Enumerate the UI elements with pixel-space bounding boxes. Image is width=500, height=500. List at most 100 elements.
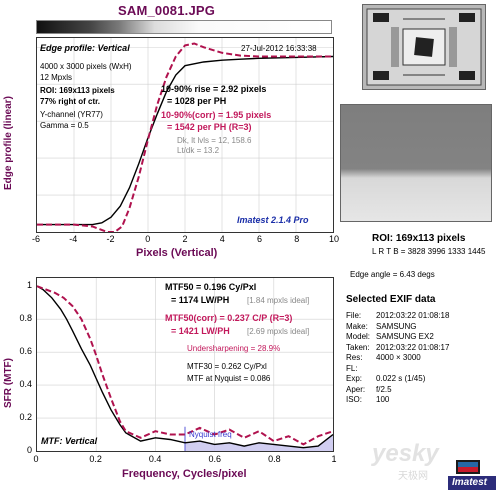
roi-edge-image xyxy=(340,104,492,222)
series-corrected-line xyxy=(36,285,334,446)
exif-row: Taken: 2012:03:22 01:08:17 xyxy=(346,343,449,352)
x-tick-label: 2 xyxy=(182,234,188,244)
x-tick-label: -4 xyxy=(69,234,78,244)
roi-label: ROI: 169x113 pixels xyxy=(372,233,466,244)
exif-key: Res: xyxy=(346,353,363,362)
edge-header: Edge profile: Vertical xyxy=(40,43,130,53)
exif-key: Aper: xyxy=(346,384,366,394)
undersharpening: Undersharpening = 28.9% xyxy=(187,344,281,353)
exif-row: Exp: 0.022 s (1/45) xyxy=(346,374,425,383)
exif-value: 2012:03:22 01:08:18 xyxy=(376,311,450,320)
y-tick-label: 0.2 xyxy=(19,412,32,423)
exif-value: 2012:03:22 01:08:17 xyxy=(376,342,450,352)
mtf-xticks: 0 0.2 0.4 0.6 0.8 1 xyxy=(30,454,340,466)
test-chart-graphic xyxy=(366,8,482,86)
imatest-logo-graphic xyxy=(448,460,496,490)
mtf50-lw: = 1174 LW/PH xyxy=(171,295,230,305)
x-tick-label: 0.8 xyxy=(268,454,281,464)
edge-channel: Y-channel (YR77) xyxy=(40,110,103,119)
mtf-nyquist: MTF at Nyquist = 0.086 xyxy=(187,374,271,383)
x-tick-label: 0.4 xyxy=(148,454,162,464)
edge-mpxls: 12 Mpxls xyxy=(40,73,73,82)
yesky-watermark: yesky xyxy=(372,440,439,467)
nyquist-label: Nyquist freq xyxy=(189,430,232,439)
edge-gradient-bar xyxy=(36,20,332,34)
mtf50-ideal: [1.84 mpxls ideal] xyxy=(247,296,310,305)
exif-row: File: 2012:03:22 01:08:18 xyxy=(346,311,449,320)
edge-corr-ph: = 1542 per PH (R=3) xyxy=(167,122,252,132)
roi-lrtb: L R T B = 3828 3996 1333 1445 xyxy=(372,247,486,256)
x-tick-label: 0.6 xyxy=(208,454,222,464)
edge-xlabel: Pixels (Vertical) xyxy=(136,247,218,259)
y-tick-label: 0.4 xyxy=(19,379,32,390)
exif-row: Res: 4000 × 3000 xyxy=(346,353,421,362)
y-tick-label: 1 xyxy=(26,280,32,291)
mtf-chart: MTF50 = 0.196 Cy/Pxl = 1174 LW/PH [1.84 … xyxy=(36,277,334,452)
x-tick-label: 0.2 xyxy=(89,454,102,464)
x-tick-label: 4 xyxy=(219,234,225,244)
exif-value: 100 xyxy=(376,395,390,404)
exif-key: File: xyxy=(346,311,362,320)
exif-value: 0.022 s (1/45) xyxy=(376,374,426,383)
edge-profile-chart: Edge profile: Vertical 27-Jul-2012 16:33… xyxy=(36,37,334,233)
exif-key: ISO: xyxy=(346,395,363,404)
exif-value: 4000 × 3000 xyxy=(376,353,421,362)
exif-value: SAMSUNG xyxy=(376,321,417,331)
exif-row: FL: xyxy=(346,364,376,373)
mtf-svg xyxy=(36,278,334,451)
exif-key: Model: xyxy=(346,332,371,341)
x-tick-label: 0 xyxy=(145,234,151,244)
exif-value: SAMSUNG EX2 xyxy=(376,332,434,341)
imatest-logo-text: Imatest xyxy=(452,477,488,488)
x-tick-label: 0 xyxy=(33,454,39,464)
mtf50corr-lw: = 1421 LW/PH xyxy=(171,326,230,336)
y-tick-label: 0.6 xyxy=(19,346,32,357)
edge-date: 27-Jul-2012 16:33:38 xyxy=(241,44,317,53)
exif-row: ISO: 100 xyxy=(346,395,389,404)
x-tick-label: 8 xyxy=(294,234,300,244)
x-tick-label: 1 xyxy=(331,454,337,464)
edge-dk: Dk, lt lvls = 12, 158.6 xyxy=(177,136,252,145)
exif-value: f/2.5 xyxy=(376,384,392,394)
edge-position: 77% right of ctr. xyxy=(40,97,101,106)
exif-row: Make: SAMSUNG xyxy=(346,322,416,331)
yesky-watermark-cn: 天极网 xyxy=(398,471,428,482)
x-tick-label: -2 xyxy=(106,234,115,244)
series-measured-line xyxy=(36,285,334,449)
edge-ltdk: Lt/dk = 13.2 xyxy=(177,146,220,155)
mtf50: MTF50 = 0.196 Cy/Pxl xyxy=(165,282,257,292)
mtf50corr: MTF50(corr) = 0.237 C/P (R=3) xyxy=(165,313,293,323)
imatest-logo: Imatest xyxy=(418,446,498,494)
edge-ylabel: Edge profile (linear) xyxy=(3,96,14,190)
mtf50corr-ideal: [2.69 mpxls ideal] xyxy=(247,327,310,336)
series-measured-line xyxy=(37,55,334,226)
exif-key: Make: xyxy=(346,321,368,331)
edge-rise-ph: = 1028 per PH xyxy=(167,96,227,106)
mtf-yticks: 0 0.2 0.4 0.6 0.8 1 xyxy=(12,270,34,460)
edge-xticks: -6 -4 -2 0 2 4 6 8 10 xyxy=(32,234,339,246)
edge-angle: Edge angle = 6.43 degs xyxy=(350,270,435,279)
x-tick-label: 6 xyxy=(256,234,262,244)
test-chart-thumbnail xyxy=(362,4,486,90)
exif-key: Exp: xyxy=(346,374,363,383)
exif-row: Model: SAMSUNG EX2 xyxy=(346,332,434,341)
y-tick-label: 0 xyxy=(26,445,32,455)
mtf30: MTF30 = 0.262 Cy/Pxl xyxy=(187,362,267,371)
mtf-xlabel: Frequency, Cycles/pixel xyxy=(122,468,247,480)
x-tick-label: -6 xyxy=(31,234,40,244)
imatest-version: Imatest 2.1.4 Pro xyxy=(237,215,309,225)
exif-key: FL: xyxy=(346,363,358,373)
exif-row: Aper: f/2.5 xyxy=(346,385,392,394)
mtf-label: MTF: Vertical xyxy=(41,436,98,446)
edge-size: 4000 x 3000 pixels (WxH) xyxy=(40,62,132,71)
edge-roi: ROI: 169x113 pixels xyxy=(40,86,115,95)
exif-key: Taken: xyxy=(346,342,370,352)
edge-gamma: Gamma = 0.5 xyxy=(40,121,89,130)
exif-title: Selected EXIF data xyxy=(346,294,436,305)
image-title: SAM_0081.JPG xyxy=(118,3,216,18)
edge-corr: 10-90%(corr) = 1.95 pixels xyxy=(161,110,272,120)
y-tick-label: 0.8 xyxy=(19,313,32,324)
edge-rise: 10-90% rise = 2.92 pixels xyxy=(161,84,267,94)
x-tick-label: 10 xyxy=(328,234,339,244)
mtf-ylabel: SFR (MTF) xyxy=(3,358,14,408)
